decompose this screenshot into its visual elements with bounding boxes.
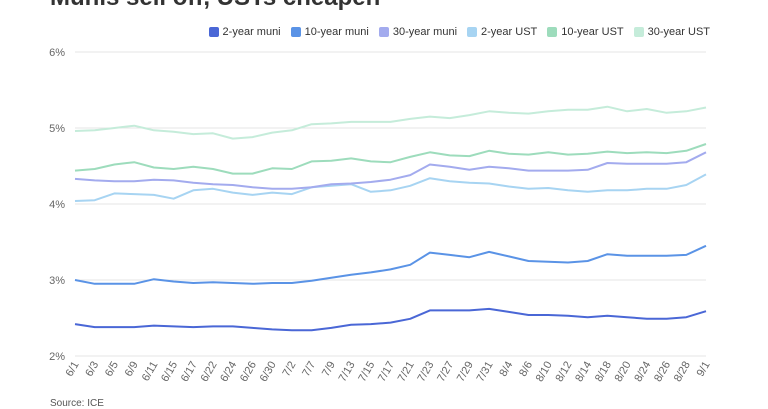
x-tick-label: 7/2 [280, 360, 298, 379]
legend-item: 10-year UST [547, 26, 624, 38]
y-tick-label: 2% [49, 351, 65, 363]
chart-legend: 2-year muni 10-year muni 30-year muni 2-yea… [208, 26, 710, 38]
x-tick-label: 8/14 [573, 360, 594, 385]
legend-item: 2-year UST [467, 26, 537, 38]
x-tick-label: 6/9 [123, 360, 141, 379]
x-tick-label: 7/27 [435, 360, 456, 385]
x-tick-label: 6/17 [179, 360, 200, 385]
legend-label: 30-year UST [647, 26, 710, 38]
x-tick-label: 7/9 [320, 360, 338, 379]
x-tick-label: 6/26 [238, 360, 259, 385]
x-tick-label: 8/26 [652, 360, 673, 385]
x-tick-label: 6/22 [199, 360, 220, 385]
legend-item: 10-year muni [290, 26, 369, 38]
series-line-2-year-muni [74, 307, 707, 332]
legend-swatch [378, 27, 389, 37]
legend-swatch [467, 27, 478, 37]
legend-item: 2-year muni [208, 26, 281, 38]
series-line-2-year-ust [74, 173, 707, 202]
x-tick-label: 7/13 [337, 360, 358, 385]
x-tick-label: 7/29 [455, 360, 476, 385]
x-tick-label: 6/30 [258, 360, 279, 385]
legend-label: 30-year muni [392, 26, 458, 38]
x-tick-label: 9/1 [695, 360, 713, 379]
x-tick-label: 8/6 [517, 360, 535, 379]
x-tick-label: 7/15 [356, 360, 377, 385]
legend-swatch [290, 27, 301, 37]
x-tick-label: 7/17 [376, 360, 397, 385]
legend-label: 10-year muni [304, 26, 369, 38]
x-tick-label: 8/18 [593, 360, 614, 385]
x-tick-label: 6/5 [103, 360, 121, 379]
x-tick-label: 8/4 [497, 360, 515, 379]
y-tick-label: 5% [49, 123, 65, 135]
legend-label: 10-year UST [561, 26, 624, 38]
legend-swatch [208, 27, 219, 37]
y-tick-label: 4% [49, 199, 65, 211]
x-tick-label: 7/21 [396, 360, 417, 385]
y-tick-label: 3% [49, 275, 65, 287]
x-tick-label: 7/23 [415, 360, 436, 385]
x-tick-label: 6/15 [159, 360, 180, 385]
x-tick-label: 8/24 [632, 360, 653, 385]
x-tick-label: 8/20 [613, 360, 634, 385]
x-tick-label: 7/31 [475, 360, 496, 385]
series-line-10-year-ust [74, 143, 707, 175]
legend-item: 30-year muni [378, 26, 458, 38]
legend-label: 2-year muni [222, 26, 281, 38]
x-tick-label: 6/11 [140, 360, 161, 384]
x-tick-label: 8/12 [553, 360, 574, 385]
series-line-10-year-muni [74, 244, 707, 285]
legend-item: 30-year UST [633, 26, 710, 38]
chart-title: Munis sell off, USTs cheapen [50, 0, 380, 12]
x-tick-label: 6/3 [83, 360, 101, 379]
legend-swatch [547, 27, 558, 37]
x-tick-label: 8/10 [534, 360, 555, 385]
x-tick-label: 8/28 [672, 360, 693, 385]
x-tick-label: 6/1 [64, 360, 82, 379]
legend-label: 2-year UST [481, 26, 538, 38]
x-tick-label: 7/7 [300, 360, 318, 379]
legend-swatch [633, 27, 644, 37]
series-line-30-year-muni [74, 151, 707, 190]
x-tick-label: 6/24 [218, 360, 239, 385]
y-tick-label: 6% [49, 47, 65, 59]
series-line-30-year-ust [74, 105, 707, 140]
source-note: Source: ICE [50, 398, 104, 409]
